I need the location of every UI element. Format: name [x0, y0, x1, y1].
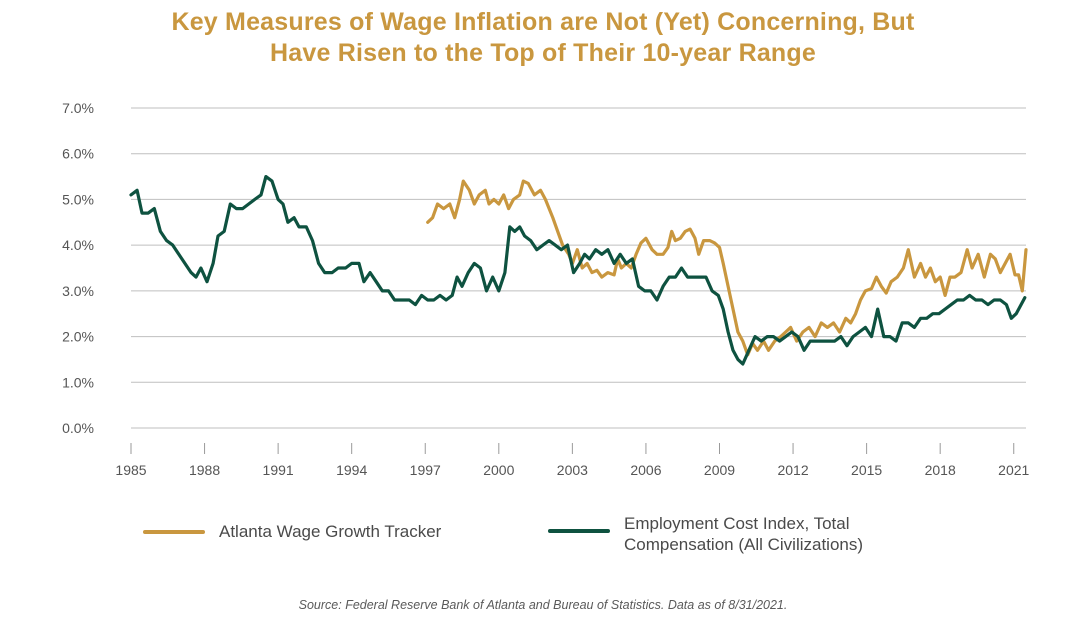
line-chart: 0.0% 1.0% 2.0% 3.0% 4.0% 5.0% 6.0% 7.0% 1985 1988…	[62, 100, 1029, 478]
x-tick-label: 2006	[630, 462, 661, 478]
legend-label-atlanta: Atlanta Wage Growth Tracker	[219, 522, 442, 541]
legend-label-eci-line-2: Compensation (All Civilizations)	[624, 535, 864, 554]
y-tick-label: 1.0%	[62, 374, 94, 390]
x-tick-label: 2015	[851, 462, 882, 478]
y-tick-label: 4.0%	[62, 237, 94, 253]
x-tick-label: 1988	[189, 462, 220, 478]
series-line-atlanta-wage-growth	[426, 179, 1028, 357]
x-tick-label: 1997	[410, 462, 441, 478]
x-tick-label: 2018	[925, 462, 956, 478]
legend-swatch-eci	[548, 529, 610, 533]
legend-swatch-atlanta	[143, 530, 205, 534]
y-tick-label: 2.0%	[62, 329, 94, 345]
x-tick-label: 2021	[998, 462, 1029, 478]
x-tick-label: 2000	[483, 462, 514, 478]
legend-item-eci: Employment Cost Index, Total Compensatio…	[548, 513, 863, 555]
y-tick-label: 7.0%	[62, 100, 94, 116]
y-tick-label: 6.0%	[62, 146, 94, 162]
source-note: Source: Federal Reserve Bank of Atlanta …	[298, 598, 788, 612]
x-tick-label: 1985	[115, 462, 146, 478]
x-tick-label: 2009	[704, 462, 735, 478]
series-line-employment-cost-index	[129, 175, 1027, 366]
legend-label-eci: Employment Cost Index, Total Compensatio…	[624, 513, 863, 555]
x-tick-label: 2012	[777, 462, 808, 478]
y-tick-label: 5.0%	[62, 191, 94, 207]
legend-label-eci-line-1: Employment Cost Index, Total	[624, 514, 850, 533]
chart-title-line-1: Key Measures of Wage Inflation are Not (…	[171, 8, 915, 36]
x-tick-label: 1994	[336, 462, 367, 478]
x-tick-label: 2003	[557, 462, 588, 478]
y-tick-label: 0.0%	[62, 420, 94, 436]
y-tick-label: 3.0%	[62, 283, 94, 299]
legend-item-atlanta: Atlanta Wage Growth Tracker	[143, 521, 441, 542]
x-tick-label: 1991	[263, 462, 294, 478]
chart-title-line-2: Have Risen to the Top of Their 10-year R…	[270, 39, 816, 67]
